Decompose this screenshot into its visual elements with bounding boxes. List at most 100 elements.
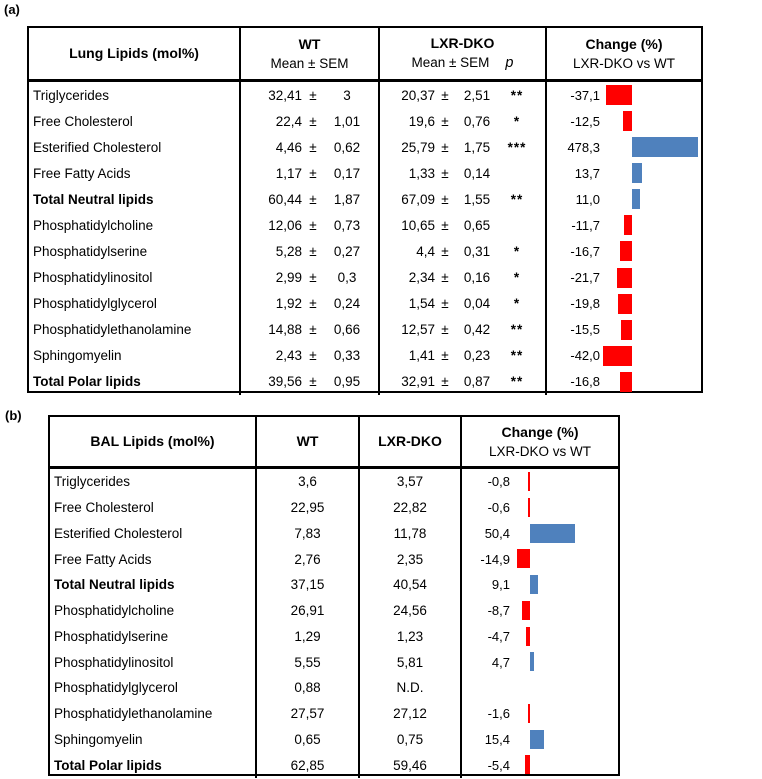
lipid-name: Phosphatidylinositol [33, 270, 153, 286]
table-row: Free Cholesterol 22,4 ±1,01 19,6 ±0,76 * -12,5 [29, 108, 701, 135]
lipid-name-cell: Phosphatidylserine [50, 623, 257, 650]
dko-value-cell: 2,35 [360, 546, 462, 572]
lipid-name: Phosphatidylethanolamine [33, 322, 192, 338]
wt-sem-value: 0,95 [333, 374, 361, 390]
dko-mean-value: 12,57 [401, 322, 435, 338]
dko-mean-value: 32,91 [401, 374, 435, 390]
lipid-name-cell: Phosphatidylinositol [29, 264, 241, 291]
table-row: Esterified Cholesterol 7,83 11,78 50,4 [50, 520, 618, 547]
change-cell: -16,8 [547, 369, 701, 395]
header-lxr-dko-b: LXR-DKO [360, 417, 462, 466]
header-change-subtitle: LXR-DKO vs WT [572, 55, 675, 71]
change-cell: -0,6 [462, 495, 618, 521]
header-mean-sem-label: Mean ± SEM [411, 55, 490, 71]
lipid-name: Phosphatidylserine [54, 628, 169, 644]
wt-value: 26,91 [290, 603, 325, 619]
wt-sem-value: 0,66 [333, 322, 361, 338]
plus-minus-sign: ± [441, 270, 449, 286]
change-value: -1,6 [487, 706, 510, 722]
lipid-name: Phosphatidylglycerol [54, 680, 178, 696]
plus-minus-sign: ± [309, 191, 317, 207]
dko-sem-value: 1,55 [463, 191, 491, 207]
dko-value-cell: 3,57 [360, 469, 462, 495]
change-value: -42,0 [570, 348, 600, 364]
plus-minus-sign: ± [441, 165, 449, 181]
change-cell: -16,7 [547, 238, 701, 264]
lipid-name-cell: Total Polar lipids [29, 368, 241, 395]
change-bar [528, 497, 530, 517]
wt-sem-value: 1,87 [333, 191, 361, 207]
dko-mean-sem-cell: 1,54 ±0,04 * [380, 290, 547, 317]
change-bar [528, 703, 530, 723]
panel-a-label: (a) [4, 2, 20, 17]
change-cell: -37,1 [547, 82, 701, 108]
lipid-name-cell: Phosphatidylcholine [50, 597, 257, 624]
table-row: Phosphatidylcholine 12,06 ±0,73 10,65 ±0,65 -… [29, 212, 701, 239]
lipid-name: Phosphatidylcholine [33, 217, 154, 233]
wt-value: 27,57 [290, 706, 325, 722]
header-lxr-dko-title: LXR-DKO [430, 34, 495, 51]
change-cell: 15,4 [462, 727, 618, 753]
dko-value-cell: 40,54 [360, 572, 462, 598]
lipid-name: Total Neutral lipids [54, 577, 175, 593]
dko-value: 0,75 [396, 731, 424, 747]
wt-value-cell: 5,55 [257, 649, 360, 675]
change-value: -5,4 [487, 757, 510, 773]
table-row: Phosphatidylcholine 26,91 24,56 -8,7 [50, 597, 618, 624]
header-lung-lipids: Lung Lipids (mol%) [29, 28, 241, 79]
change-bar [525, 626, 530, 646]
lipid-name: Triglycerides [33, 87, 110, 103]
change-value: -8,7 [487, 603, 510, 619]
lipid-name: Phosphatidylserine [33, 244, 148, 259]
change-value: -4,7 [487, 628, 510, 644]
dko-value: 24,56 [393, 603, 427, 619]
header-wt-subtitle: Mean ± SEM [270, 55, 349, 71]
wt-mean-sem-cell: 2,43 ±0,33 [241, 342, 380, 369]
dko-mean-sem-cell: 19,6 ±0,76 * [380, 108, 547, 135]
lipid-name-cell: Free Fatty Acids [29, 160, 241, 187]
dko-value: 1,23 [396, 628, 424, 644]
change-cell: 11,0 [547, 186, 701, 212]
plus-minus-sign: ± [309, 87, 317, 103]
dko-mean-value: 19,6 [408, 113, 435, 129]
lipid-name: Total Polar lipids [54, 757, 162, 773]
change-cell: -1,6 [462, 701, 618, 727]
change-value: -0,8 [487, 474, 510, 490]
dko-value-cell: 22,82 [360, 494, 462, 521]
plus-minus-sign: ± [309, 270, 317, 286]
table-row: Free Fatty Acids 1,17 ±0,17 1,33 ±0,14 13,7 [29, 160, 701, 187]
change-value: 9,1 [491, 577, 510, 593]
dko-value: 22,82 [393, 500, 427, 516]
wt-mean-sem-cell: 4,46 ±0,62 [241, 134, 380, 161]
change-bar [621, 319, 632, 340]
dko-sem-value: 1,75 [463, 139, 491, 155]
dko-mean-value: 1,33 [408, 165, 435, 181]
lipid-name: Phosphatidylethanolamine [54, 706, 213, 722]
wt-sem-value: 0,24 [333, 296, 361, 312]
header-change-b-subtitle: LXR-DKO vs WT [488, 443, 591, 459]
wt-mean-sem-cell: 14,88 ±0,66 [241, 316, 380, 343]
bal-table-header: BAL Lipids (mol%) WT LXR-DKO Change (%) … [50, 417, 618, 469]
change-value: -14,9 [480, 551, 510, 567]
plus-minus-sign: ± [441, 244, 449, 259]
lung-table-header: Lung Lipids (mol%) WT Mean ± SEM LXR-DKO… [29, 28, 701, 82]
dko-mean-sem-cell: 12,57 ±0,42 ** [380, 316, 547, 343]
dko-mean-value: 25,79 [401, 139, 435, 155]
lipid-name: Phosphatidylinositol [54, 654, 174, 670]
dko-mean-value: 20,37 [401, 87, 435, 103]
change-bar [620, 371, 632, 392]
lung-table-rows: Triglycerides 32,41 ±3 20,37 ±2,51 ** -37,1 Fre… [29, 82, 701, 395]
significance-stars: ** [510, 374, 524, 390]
plus-minus-sign: ± [309, 322, 317, 338]
wt-mean-sem-cell: 22,4 ±1,01 [241, 108, 380, 135]
lung-lipids-table: Lung Lipids (mol%) WT Mean ± SEM LXR-DKO… [27, 26, 703, 395]
lipid-name: Esterified Cholesterol [54, 525, 183, 541]
header-lxr-dko-b-title: LXR-DKO [378, 433, 442, 450]
lipid-name-cell: Triglycerides [50, 469, 257, 495]
change-value: -19,8 [570, 296, 600, 312]
change-value: -15,5 [570, 322, 600, 338]
lipid-name-cell: Sphingomyelin [50, 726, 257, 753]
plus-minus-sign: ± [309, 139, 317, 155]
wt-mean-value: 32,41 [268, 87, 302, 103]
wt-value-cell: 0,65 [257, 726, 360, 753]
